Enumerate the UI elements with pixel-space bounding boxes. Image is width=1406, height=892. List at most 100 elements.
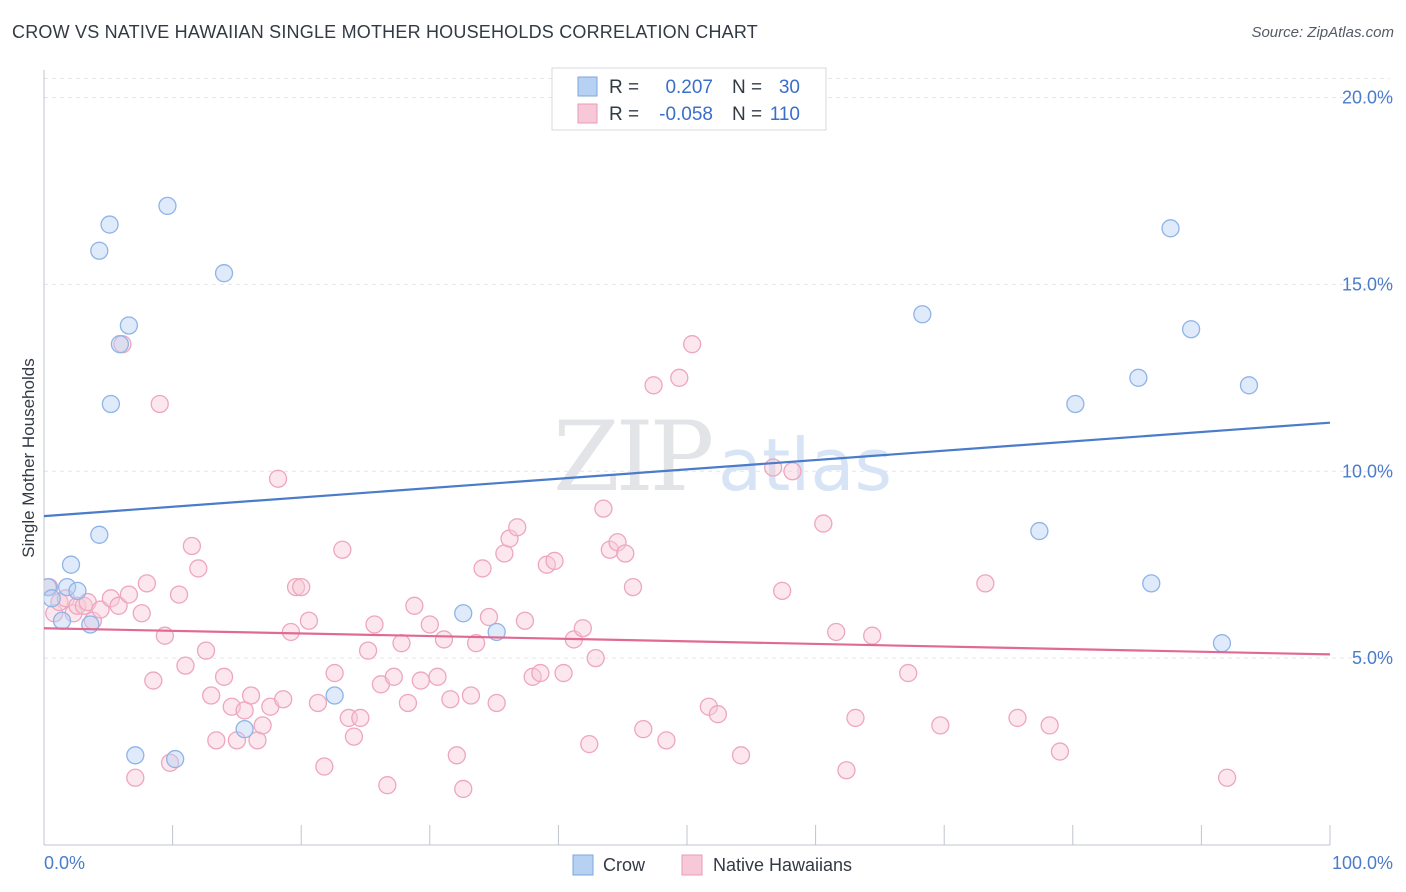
data-point xyxy=(508,518,527,537)
data-point xyxy=(286,577,306,597)
legend-n-value-crow: 30 xyxy=(779,77,800,98)
data-point xyxy=(158,196,177,216)
data-point xyxy=(57,577,77,597)
data-point xyxy=(682,335,702,354)
data-point xyxy=(91,600,110,619)
data-point xyxy=(441,690,460,709)
data-point xyxy=(189,559,208,578)
data-point xyxy=(454,779,473,799)
data-point xyxy=(976,574,995,593)
legend-r-value-native-hawaiians: -0.058 xyxy=(659,104,713,125)
data-point xyxy=(913,305,932,324)
watermark-zip: ZIP xyxy=(553,401,712,513)
data-point xyxy=(378,776,397,795)
data-point xyxy=(479,607,499,627)
data-point xyxy=(101,394,121,414)
data-point xyxy=(466,634,486,653)
data-point xyxy=(487,622,506,642)
data-point xyxy=(214,264,234,283)
data-point xyxy=(773,581,792,600)
legend-n-label-crow: N = xyxy=(732,77,762,98)
data-point xyxy=(384,667,403,686)
legend-swatch-native-hawaiians xyxy=(577,103,598,124)
y-tick-label: 10.0% xyxy=(1342,461,1393,481)
data-point xyxy=(1066,394,1085,414)
trend-line-crow xyxy=(44,421,1331,518)
data-point xyxy=(44,589,61,608)
data-point xyxy=(573,619,592,638)
data-point xyxy=(764,458,783,477)
data-point xyxy=(90,241,109,260)
data-point xyxy=(100,215,119,234)
data-point xyxy=(241,686,261,705)
data-point xyxy=(634,719,653,739)
data-point xyxy=(515,611,535,630)
data-point xyxy=(137,574,157,593)
data-point xyxy=(274,690,293,709)
x-tick-label-max: 100.0% xyxy=(1332,853,1393,873)
data-point xyxy=(235,719,254,739)
data-point xyxy=(586,648,605,668)
legend-r-label-crow: R = xyxy=(609,77,639,98)
gridlines xyxy=(44,78,1390,659)
data-point xyxy=(863,626,882,645)
data-point xyxy=(846,708,865,728)
data-point xyxy=(81,615,100,634)
data-point xyxy=(708,705,728,724)
data-point xyxy=(644,376,663,395)
data-point xyxy=(144,671,163,690)
data-point xyxy=(405,596,424,615)
data-point xyxy=(299,611,319,630)
data-point xyxy=(814,514,833,533)
data-point xyxy=(428,667,447,686)
data-point xyxy=(783,462,802,481)
data-point xyxy=(1008,708,1027,728)
data-point xyxy=(1161,219,1180,238)
chart-title: CROW VS NATIVE HAWAIIAN SINGLE MOTHER HO… xyxy=(12,22,758,42)
data-point xyxy=(344,727,364,746)
data-point xyxy=(657,731,676,750)
y-axis-label: Single Mother Households xyxy=(19,358,38,557)
data-point xyxy=(545,551,564,571)
data-point xyxy=(1142,574,1161,593)
y-tick-labels: 5.0% 10.0% 15.0% 20.0% xyxy=(1342,88,1393,669)
data-point xyxy=(392,634,411,653)
data-point xyxy=(308,693,328,713)
data-point xyxy=(119,585,139,604)
legend-r-value-crow: 0.207 xyxy=(665,77,713,98)
data-point xyxy=(1212,634,1232,653)
data-point xyxy=(68,596,87,615)
data-point xyxy=(61,555,81,574)
data-point xyxy=(623,577,643,597)
bottom-legend-swatch-native-hawaiians xyxy=(681,854,703,876)
data-point xyxy=(1181,320,1201,339)
data-point xyxy=(1030,521,1049,541)
data-point xyxy=(1040,716,1059,735)
data-point xyxy=(126,768,145,787)
x-tick-marks xyxy=(43,825,1331,845)
data-point xyxy=(90,525,109,544)
data-point xyxy=(325,663,344,683)
bottom-legend-label-crow: Crow xyxy=(603,855,646,875)
legend-n-label-native-hawaiians: N = xyxy=(732,104,762,125)
data-point xyxy=(202,686,221,705)
data-point xyxy=(68,581,87,600)
data-point xyxy=(119,316,139,335)
bottom-legend-label-native-hawaiians: Native Hawaiians xyxy=(713,855,852,875)
data-point xyxy=(110,335,130,354)
data-point xyxy=(176,656,195,675)
series-native-hawaiians xyxy=(44,335,1237,799)
data-point xyxy=(126,746,145,765)
data-point xyxy=(325,686,344,705)
series-crow xyxy=(44,196,1259,769)
data-point xyxy=(554,663,573,683)
data-point xyxy=(1050,742,1070,761)
data-point xyxy=(207,731,226,750)
bottom-legend-swatch-crow xyxy=(572,854,594,876)
data-point xyxy=(447,746,466,765)
data-point xyxy=(45,604,64,623)
data-point xyxy=(731,746,751,765)
data-point xyxy=(214,667,234,686)
data-point xyxy=(531,663,550,683)
